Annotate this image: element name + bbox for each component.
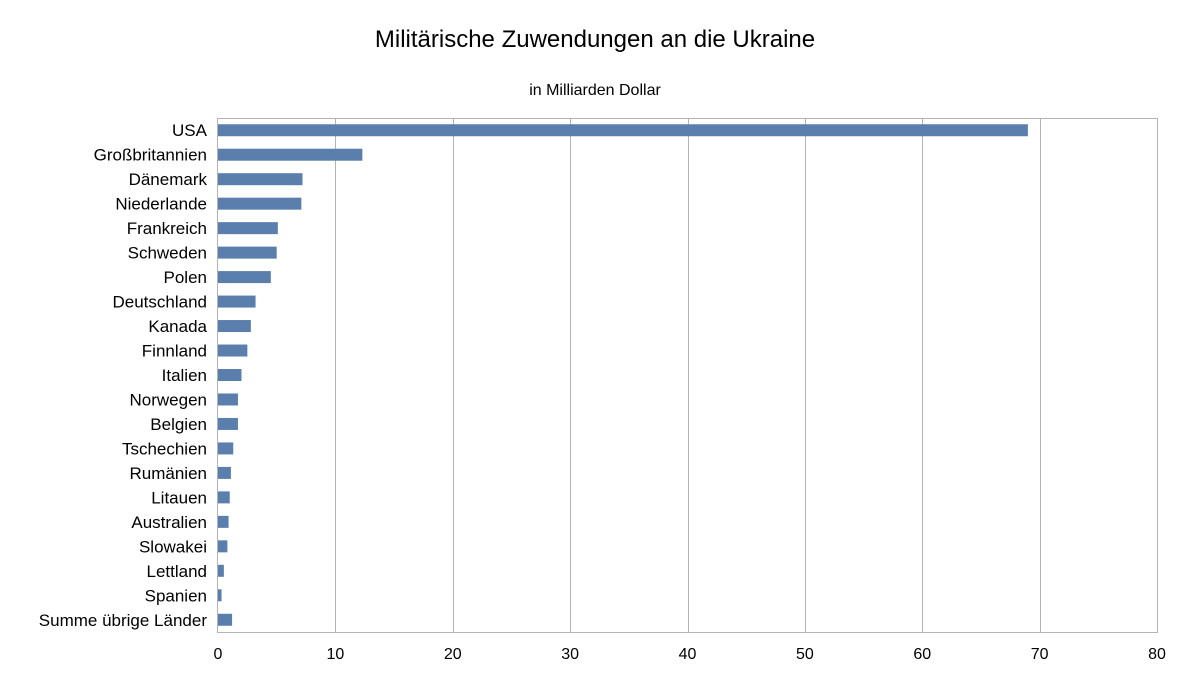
bar: [218, 320, 251, 333]
bar: [218, 442, 234, 455]
chart-title: Militärische Zuwendungen an die Ukraine: [374, 26, 816, 53]
x-tick-label: 50: [796, 646, 814, 663]
bar: [218, 271, 271, 284]
category-label: Frankreich: [127, 219, 207, 238]
x-tick-label: 40: [679, 646, 697, 663]
plot-area: [217, 118, 1158, 633]
category-label: Dänemark: [129, 170, 208, 189]
bar: [218, 369, 242, 381]
x-tick-label: 30: [561, 646, 579, 663]
category-label: Slowakei: [139, 537, 207, 556]
category-label: Polen: [164, 268, 207, 287]
bar: [218, 491, 230, 504]
x-tick-label: 20: [444, 646, 462, 663]
bar: [218, 540, 228, 553]
bar: [218, 564, 224, 577]
bar: [218, 295, 256, 308]
category-label: Spanien: [145, 586, 207, 605]
category-label: Deutschland: [112, 293, 207, 312]
chart-subtitle: in Milliarden Dollar: [529, 82, 661, 99]
category-label: Rumänien: [130, 464, 208, 483]
category-label: Schweden: [128, 244, 207, 263]
category-label: Großbritannien: [94, 146, 207, 165]
bar: [218, 515, 229, 528]
category-labels: USA Großbritannien Dänemark Niederlande Fran…: [39, 121, 208, 630]
grid-lines: [335, 118, 1041, 632]
category-label: Kanada: [148, 317, 207, 336]
x-tick-label: 70: [1031, 646, 1049, 663]
bar: [218, 466, 231, 479]
x-axis-tick-labels: 0 10 20 30 40 50 60 70 80: [214, 646, 1166, 663]
x-tick-label: 80: [1148, 646, 1166, 663]
bars: [218, 124, 1028, 626]
bar: [218, 246, 277, 259]
category-label: Belgien: [150, 415, 207, 434]
bar: [218, 148, 363, 161]
category-label: Australien: [131, 513, 207, 532]
category-label: Litauen: [151, 488, 207, 507]
x-tick-label: 60: [913, 646, 931, 663]
bar: [218, 589, 222, 602]
bar: [218, 124, 1028, 137]
bar: [218, 393, 238, 406]
bar: [218, 613, 233, 626]
category-label: Finnland: [142, 342, 207, 361]
category-label: USA: [172, 121, 208, 140]
bar: [218, 417, 238, 430]
category-label: Lettland: [147, 562, 208, 581]
category-label: Tschechien: [122, 439, 207, 458]
x-tick-label: 0: [214, 646, 223, 663]
category-label: Summe übrige Länder: [39, 611, 208, 630]
x-tick-label: 10: [326, 646, 344, 663]
category-label: Niederlande: [115, 195, 207, 214]
bar: [218, 344, 248, 357]
category-label: Norwegen: [130, 390, 208, 409]
bar: [218, 173, 303, 186]
bar: [218, 197, 302, 210]
category-label: Italien: [162, 366, 207, 385]
bar: [218, 222, 278, 235]
